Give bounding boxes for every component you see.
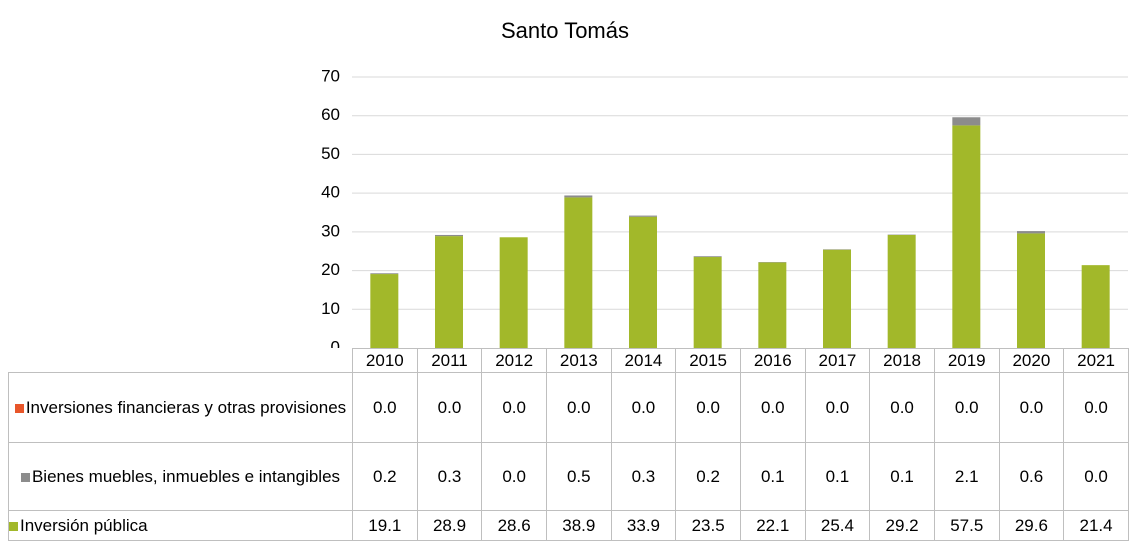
bar-segment (693, 256, 722, 258)
value-label: 0.0 (1063, 372, 1129, 443)
blank-cell (9, 349, 353, 373)
bar-segment (499, 237, 528, 348)
value-label: 28.6 (481, 510, 547, 541)
legend-label: Inversiones financieras y otras provisio… (25, 398, 347, 417)
value-label: 0.0 (545, 372, 612, 443)
value-label: 0.0 (739, 372, 806, 443)
bar-segment (629, 215, 657, 217)
x-tick-label: 2021 (1063, 348, 1129, 373)
value-label: 0.0 (869, 372, 935, 443)
value-label: 0.3 (610, 442, 677, 511)
bar-segment (823, 249, 851, 348)
bar-segment (1017, 233, 1045, 348)
x-tick-label: 2015 (675, 348, 741, 373)
value-label: 0.0 (352, 372, 418, 443)
bar-segment (952, 117, 981, 126)
value-label: 29.6 (998, 510, 1065, 541)
chart: Santo Tomás 0 10 20 30 40 50 60 70 (321, 18, 1128, 348)
legend-swatch (9, 522, 18, 531)
value-label: 0.2 (675, 442, 741, 511)
value-label: 33.9 (610, 510, 677, 541)
x-tick-label: 2017 (804, 348, 871, 373)
x-tick-label: 2014 (610, 348, 677, 373)
value-label: 0.0 (675, 372, 741, 443)
value-label: 23.5 (675, 510, 741, 541)
x-tick-label: 2010 (352, 348, 418, 373)
value-label: 0.2 (352, 442, 418, 511)
bar-segment (370, 273, 399, 275)
y-tick-label: 20 (321, 260, 340, 279)
bar-segment (435, 236, 463, 348)
y-tick-label: 50 (321, 144, 340, 163)
value-label: 0.0 (804, 372, 871, 443)
bar-segment (887, 234, 916, 348)
bar-segment (564, 197, 593, 348)
value-label: 19.1 (352, 510, 418, 541)
value-label: 0.5 (545, 442, 612, 511)
bar-segment (693, 257, 722, 348)
y-tick-label: 10 (321, 299, 340, 318)
y-tick-label: 60 (321, 105, 340, 124)
bar-segment (370, 274, 399, 348)
legend-cell: Bienes muebles, inmuebles e intangibles (8, 442, 353, 511)
bar-segment (1017, 231, 1045, 234)
value-label: 57.5 (933, 510, 1000, 541)
x-tick-label: 2018 (869, 348, 935, 373)
y-tick-label: 40 (321, 183, 340, 202)
value-label: 22.1 (739, 510, 806, 541)
y-tick-label: 70 (321, 66, 340, 85)
value-label: 0.0 (416, 372, 483, 443)
header-row: 2010 2011 2012 2013 2014 2015 2016 2017 2018 2019… (9, 348, 1129, 373)
x-tick-label: 2013 (545, 348, 612, 373)
value-label: 0.0 (933, 372, 1000, 443)
value-label: 0.0 (481, 442, 547, 511)
value-label: 0.0 (610, 372, 677, 443)
legend-cell: Inversión pública (8, 510, 353, 541)
table-row: Bienes muebles, inmuebles e intangibles 0… (8, 442, 1129, 511)
x-tick-label: 2011 (416, 348, 483, 373)
bar-segment (435, 234, 463, 237)
bar-segment (1081, 265, 1110, 348)
x-tick-label: 2019 (933, 348, 1000, 373)
legend-swatch (20, 473, 30, 482)
value-label: 28.9 (416, 510, 483, 541)
table-row: Inversión pública 19.1 28.9 28.6 38.9 33.9 23.… (8, 510, 1129, 541)
legend-swatch (14, 404, 24, 413)
value-label: 0.3 (416, 442, 483, 511)
x-tick-label: 2020 (998, 348, 1065, 373)
y-tick-label: 30 (321, 221, 340, 240)
value-label: 0.0 (998, 372, 1065, 443)
bar-segment (952, 125, 981, 348)
value-label: 29.2 (869, 510, 935, 541)
legend-label: Bienes muebles, inmuebles e intangibles (31, 467, 341, 486)
value-label: 0.6 (998, 442, 1065, 511)
x-tick-label: 2016 (739, 348, 806, 373)
x-tick-label: 2012 (481, 348, 547, 373)
chart-title: Santo Tomás (501, 18, 629, 43)
bar-segment (629, 216, 657, 348)
bar-segment (564, 195, 593, 198)
value-label: 0.1 (739, 442, 806, 511)
value-label: 25.4 (804, 510, 871, 541)
y-tick-label: 0 (331, 337, 340, 348)
data-table: 2010 2011 2012 2013 2014 2015 2016 2017 2018 2019… (8, 348, 1129, 541)
value-label: 21.4 (1063, 510, 1129, 541)
table-row: Inversiones financieras y otras provisio… (8, 372, 1129, 443)
value-label: 2.1 (933, 442, 1000, 511)
value-label: 38.9 (545, 510, 612, 541)
value-label: 0.1 (869, 442, 935, 511)
value-label: 0.0 (1063, 442, 1129, 511)
value-label: 0.1 (804, 442, 871, 511)
legend-label: Inversión pública (20, 516, 148, 535)
legend-cell: Inversiones financieras y otras provisio… (8, 372, 353, 443)
bar-segment (758, 262, 787, 348)
value-label: 0.0 (481, 372, 547, 443)
